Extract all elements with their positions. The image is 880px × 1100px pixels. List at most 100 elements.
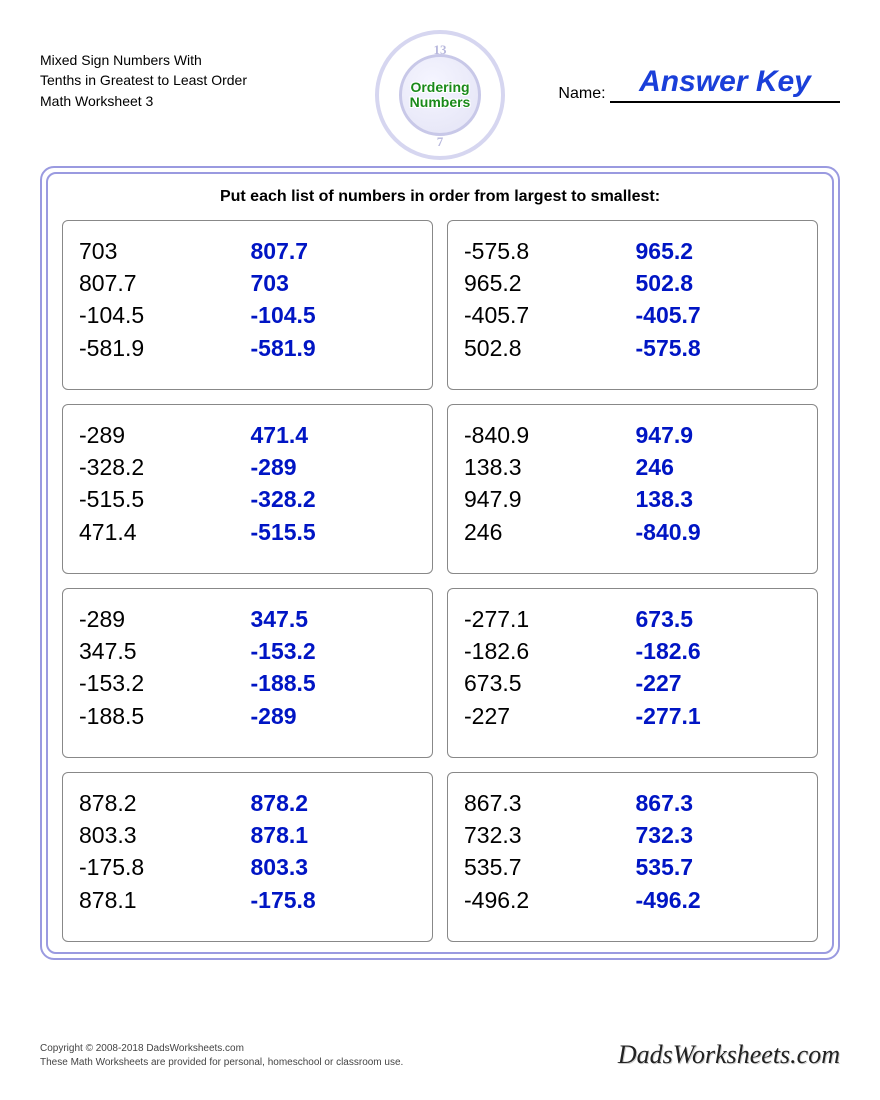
title-line-2: Tenths in Greatest to Least Order xyxy=(40,70,300,90)
question-value: -277.1 xyxy=(464,603,636,635)
problem-grid: 703807.7-104.5-581.9807.7703-104.5-581.9… xyxy=(62,220,818,942)
answer-value: -289 xyxy=(251,451,423,483)
answer-key-text: Answer Key xyxy=(639,65,811,98)
answer-value: 703 xyxy=(251,267,423,299)
answer-value: 965.2 xyxy=(636,235,808,267)
question-value: -188.5 xyxy=(79,700,251,732)
question-value: -289 xyxy=(79,603,251,635)
problem-cell: 878.2803.3-175.8878.1878.2878.1803.3-175… xyxy=(62,772,433,942)
answer-value: -581.9 xyxy=(251,332,423,364)
answer-value: -840.9 xyxy=(636,516,808,548)
problem-cell: 867.3732.3535.7-496.2867.3732.3535.7-496… xyxy=(447,772,818,942)
name-field: Name: Answer Key xyxy=(558,65,840,103)
answer-column: 347.5-153.2-188.5-289 xyxy=(251,603,423,743)
question-value: 867.3 xyxy=(464,787,636,819)
question-column: -277.1-182.6673.5-227 xyxy=(464,603,636,743)
question-value: 246 xyxy=(464,516,636,548)
title-block: Mixed Sign Numbers With Tenths in Greate… xyxy=(40,50,300,111)
question-value: -175.8 xyxy=(79,851,251,883)
question-value: 965.2 xyxy=(464,267,636,299)
question-value: -104.5 xyxy=(79,299,251,331)
answer-column: 471.4-289-328.2-515.5 xyxy=(251,419,423,559)
question-value: 803.3 xyxy=(79,819,251,851)
question-value: -289 xyxy=(79,419,251,451)
instructions: Put each list of numbers in order from l… xyxy=(62,188,818,206)
title-line-1: Mixed Sign Numbers With xyxy=(40,50,300,70)
answer-value: 947.9 xyxy=(636,419,808,451)
worksheet-footer: Copyright © 2008-2018 DadsWorksheets.com… xyxy=(40,1028,840,1070)
question-value: 502.8 xyxy=(464,332,636,364)
answer-value: -227 xyxy=(636,667,808,699)
question-value: -515.5 xyxy=(79,483,251,515)
question-column: -575.8965.2-405.7502.8 xyxy=(464,235,636,375)
answer-value: -104.5 xyxy=(251,299,423,331)
question-column: 703807.7-104.5-581.9 xyxy=(79,235,251,375)
answer-value: -328.2 xyxy=(251,483,423,515)
answer-value: -188.5 xyxy=(251,667,423,699)
copyright: Copyright © 2008-2018 DadsWorksheets.com… xyxy=(40,1042,403,1070)
ordering-numbers-badge: 13 7 Ordering Numbers xyxy=(375,30,505,160)
answer-value: 138.3 xyxy=(636,483,808,515)
question-value: 347.5 xyxy=(79,635,251,667)
answer-value: -277.1 xyxy=(636,700,808,732)
problem-cell: -840.9138.3947.9246947.9246138.3-840.9 xyxy=(447,404,818,574)
answer-value: -515.5 xyxy=(251,516,423,548)
answer-value: -182.6 xyxy=(636,635,808,667)
question-value: -575.8 xyxy=(464,235,636,267)
question-value: -496.2 xyxy=(464,884,636,916)
answer-value: 867.3 xyxy=(636,787,808,819)
answer-value: -575.8 xyxy=(636,332,808,364)
question-value: 878.2 xyxy=(79,787,251,819)
question-value: -227 xyxy=(464,700,636,732)
name-label: Name: xyxy=(558,85,605,102)
question-value: 807.7 xyxy=(79,267,251,299)
answer-column: 867.3732.3535.7-496.2 xyxy=(636,787,808,927)
question-value: -581.9 xyxy=(79,332,251,364)
answer-value: 535.7 xyxy=(636,851,808,883)
problem-cell: -289347.5-153.2-188.5347.5-153.2-188.5-2… xyxy=(62,588,433,758)
problem-cell: -277.1-182.6673.5-227673.5-182.6-227-277… xyxy=(447,588,818,758)
problem-cell: 703807.7-104.5-581.9807.7703-104.5-581.9 xyxy=(62,220,433,390)
answer-value: -175.8 xyxy=(251,884,423,916)
worksheet-header: Mixed Sign Numbers With Tenths in Greate… xyxy=(40,30,840,160)
question-value: -182.6 xyxy=(464,635,636,667)
answer-value: 502.8 xyxy=(636,267,808,299)
question-column: 867.3732.3535.7-496.2 xyxy=(464,787,636,927)
answer-value: -153.2 xyxy=(251,635,423,667)
problem-cell: -289-328.2-515.5471.4471.4-289-328.2-515… xyxy=(62,404,433,574)
badge-label: Ordering Numbers xyxy=(402,80,478,111)
problem-cell: -575.8965.2-405.7502.8965.2502.8-405.7-5… xyxy=(447,220,818,390)
title-line-3: Math Worksheet 3 xyxy=(40,91,300,111)
answer-value: 803.3 xyxy=(251,851,423,883)
answer-value: -405.7 xyxy=(636,299,808,331)
answer-value: 732.3 xyxy=(636,819,808,851)
answer-column: 878.2878.1803.3-175.8 xyxy=(251,787,423,927)
question-value: -840.9 xyxy=(464,419,636,451)
answer-value: 878.1 xyxy=(251,819,423,851)
question-value: 732.3 xyxy=(464,819,636,851)
question-column: -840.9138.3947.9246 xyxy=(464,419,636,559)
answer-column: 965.2502.8-405.7-575.8 xyxy=(636,235,808,375)
badge-number-bottom: 7 xyxy=(379,134,501,150)
question-value: 673.5 xyxy=(464,667,636,699)
answer-column: 947.9246138.3-840.9 xyxy=(636,419,808,559)
answer-value: 673.5 xyxy=(636,603,808,635)
question-column: -289347.5-153.2-188.5 xyxy=(79,603,251,743)
copyright-line-2: These Math Worksheets are provided for p… xyxy=(40,1056,403,1070)
answer-column: 673.5-182.6-227-277.1 xyxy=(636,603,808,743)
answer-value: -289 xyxy=(251,700,423,732)
answer-value: 807.7 xyxy=(251,235,423,267)
brand-logo: DadsWorksheets.com xyxy=(618,1040,840,1070)
answer-value: 471.4 xyxy=(251,419,423,451)
answer-value: 246 xyxy=(636,451,808,483)
answer-column: 807.7703-104.5-581.9 xyxy=(251,235,423,375)
question-value: 703 xyxy=(79,235,251,267)
question-value: -328.2 xyxy=(79,451,251,483)
copyright-line-1: Copyright © 2008-2018 DadsWorksheets.com xyxy=(40,1042,403,1056)
question-column: 878.2803.3-175.8878.1 xyxy=(79,787,251,927)
question-value: 138.3 xyxy=(464,451,636,483)
question-value: 535.7 xyxy=(464,851,636,883)
question-value: 947.9 xyxy=(464,483,636,515)
question-value: -153.2 xyxy=(79,667,251,699)
answer-value: -496.2 xyxy=(636,884,808,916)
